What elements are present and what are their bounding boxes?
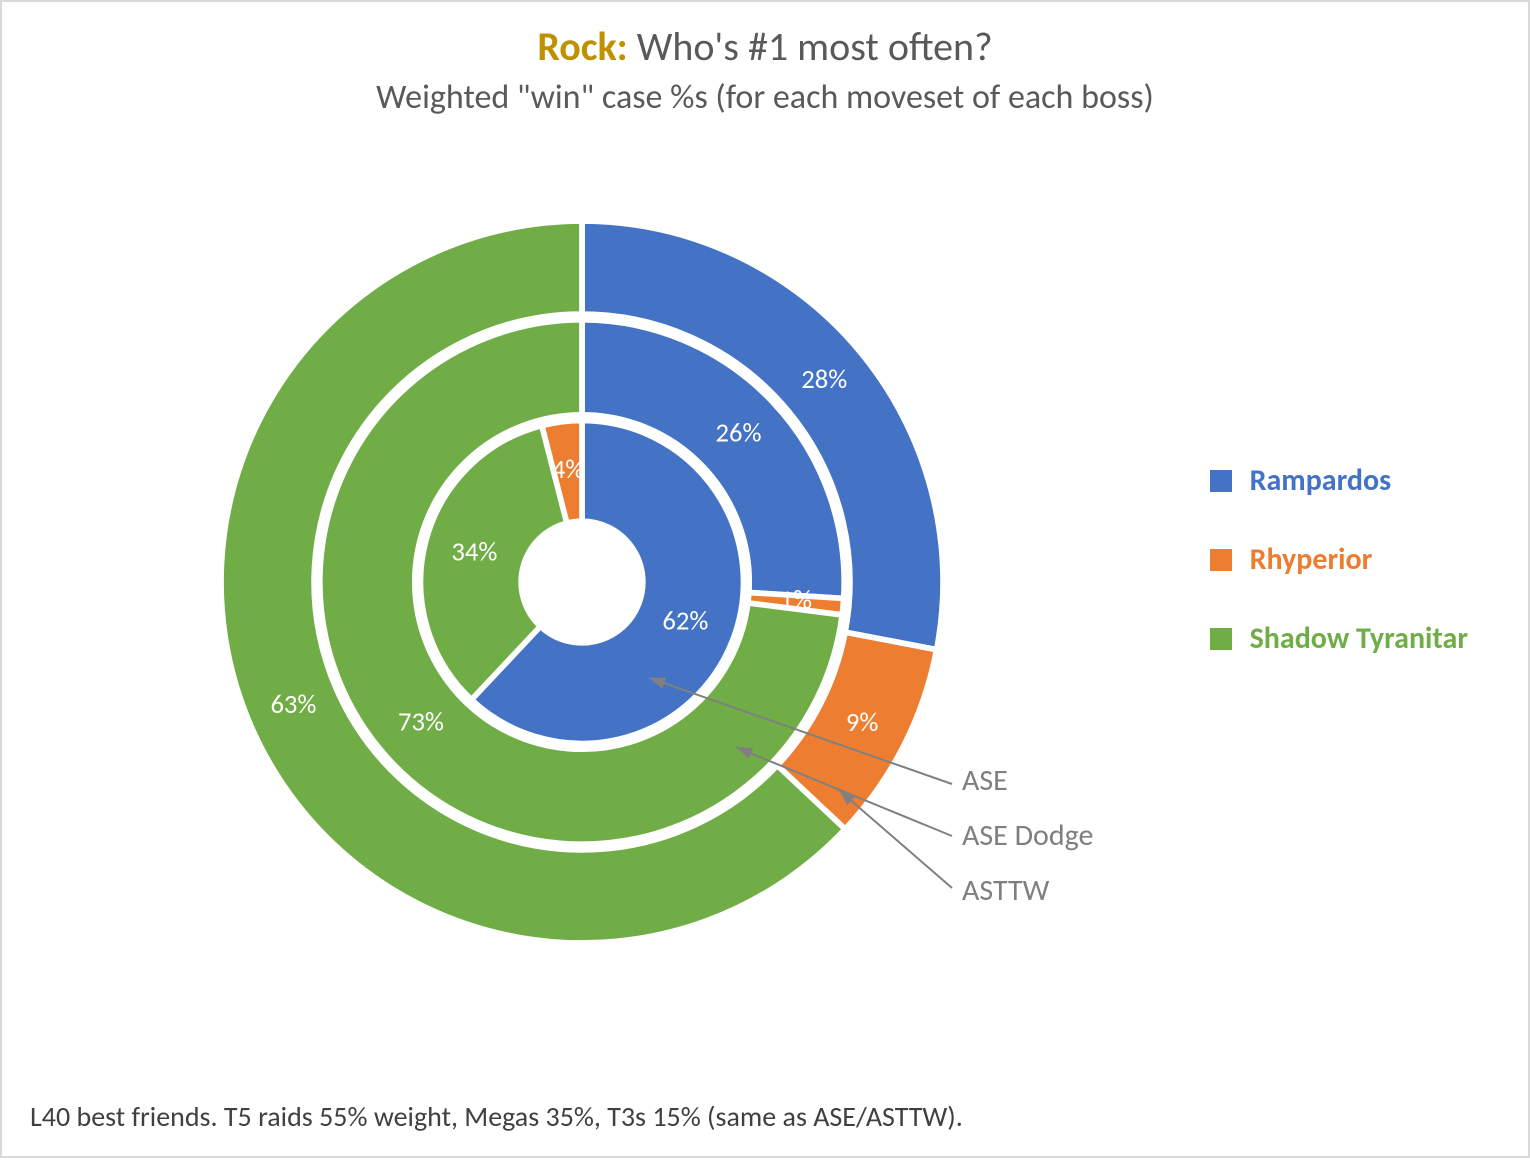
ring-callout-label: ASTTW [962,872,1093,909]
ring-callout-label: ASE [962,762,1093,799]
legend-item: Rhyperior [1210,541,1468,578]
legend-swatch [1210,628,1232,650]
chart-subtitle: Weighted "win" case %s (for each moveset… [2,77,1528,118]
title-block: Rock: Who's #1 most often? Weighted "win… [2,22,1528,118]
footer-note: L40 best friends. T5 raids 55% weight, M… [30,1099,963,1134]
data-label: 4% [552,454,585,486]
legend-swatch [1210,470,1232,492]
data-label: 73% [398,706,444,738]
chart-title: Rock: Who's #1 most often? [2,22,1528,71]
data-label: 26% [716,417,762,449]
donut-chart: 62%34%4%26%1%73%28%9%63% [202,202,962,962]
title-highlight: Rock: [537,22,627,71]
legend-item: Shadow Tyranitar [1210,620,1468,657]
data-label: 63% [270,689,316,721]
data-label: 34% [451,537,497,569]
legend-swatch [1210,549,1232,571]
legend-label: Rampardos [1250,462,1392,499]
title-rest: Who's #1 most often? [628,22,993,71]
legend-item: Rampardos [1210,462,1468,499]
data-label: 28% [801,364,847,396]
legend-label: Rhyperior [1250,541,1373,578]
legend-label: Shadow Tyranitar [1250,620,1468,657]
ring-callout-label: ASE Dodge [962,817,1093,854]
data-label: 62% [662,605,708,637]
ring-callouts: ASE ASE Dodge ASTTW [962,762,1093,909]
chart-container: Rock: Who's #1 most often? Weighted "win… [0,0,1530,1158]
data-label: 9% [846,707,879,739]
legend: Rampardos Rhyperior Shadow Tyranitar [1210,462,1468,657]
